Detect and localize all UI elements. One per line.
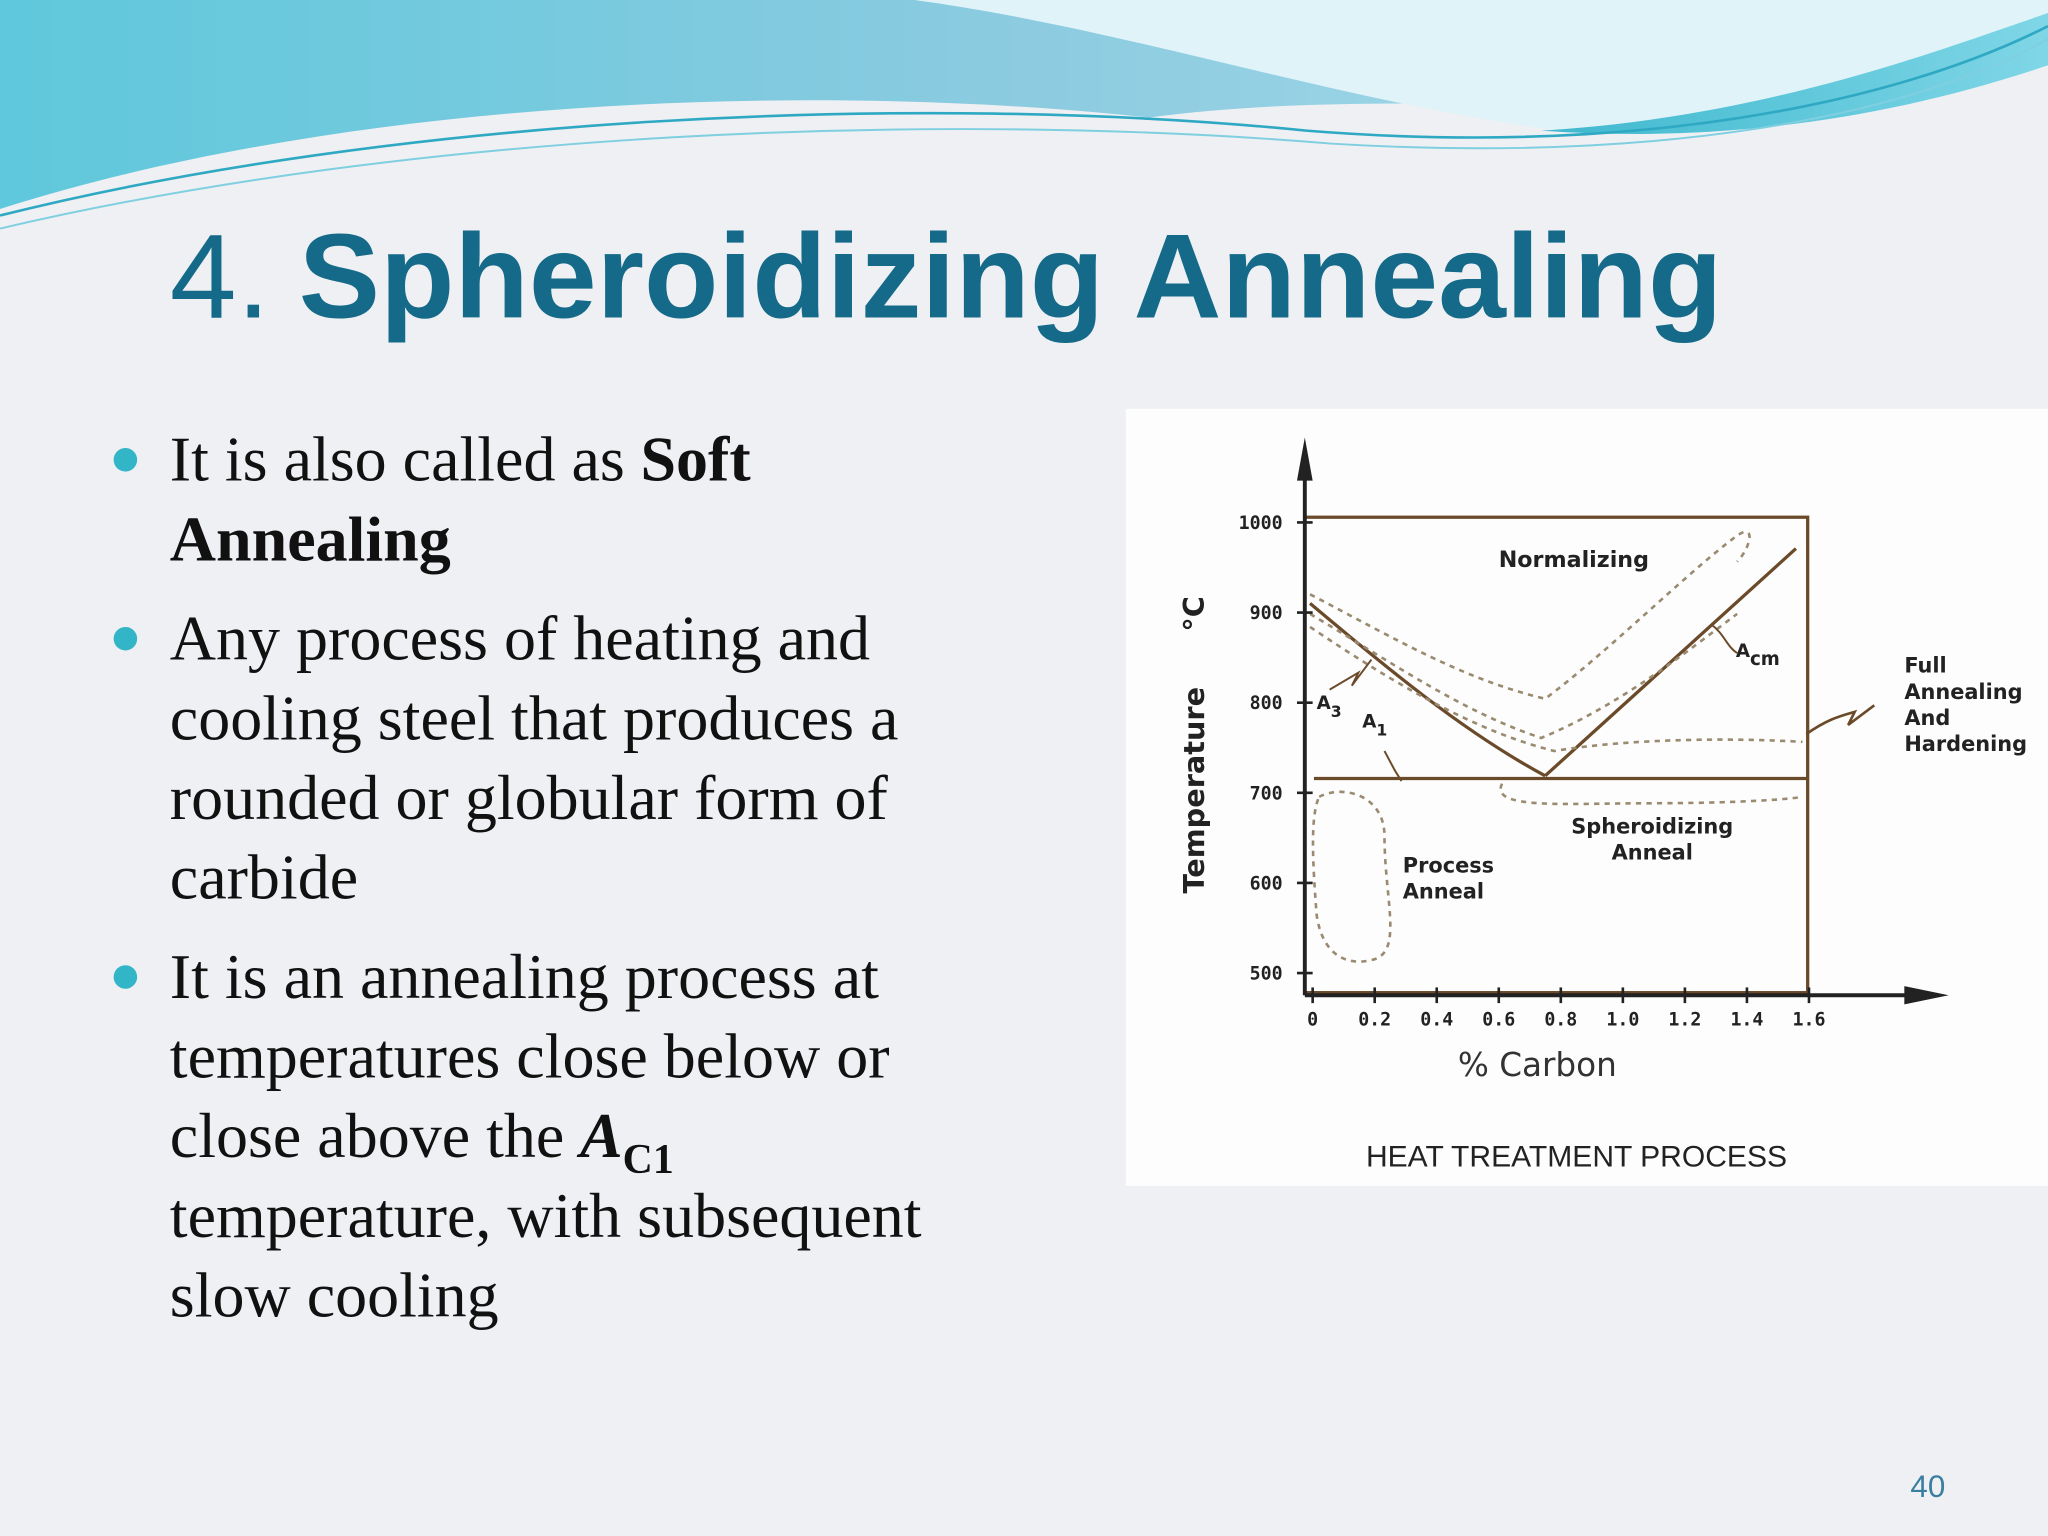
full-annealing-label: Hardening <box>1904 732 2027 756</box>
x-tick-label: 0 <box>1307 1009 1318 1030</box>
text-run: Annealing <box>170 503 451 574</box>
y-tick-label: 800 <box>1250 693 1283 714</box>
text-run: rounded or globular form of <box>170 762 889 833</box>
slide-title: 4. Spheroidizing Annealing <box>170 209 1723 343</box>
x-tick-label: 1.0 <box>1606 1009 1639 1030</box>
x-tick-label: 0.8 <box>1544 1009 1577 1030</box>
page-number: 40 <box>1910 1469 1945 1504</box>
symbol: A <box>1362 712 1377 733</box>
y-tick-label: 600 <box>1250 873 1283 894</box>
bullet-list: It is also called as Soft Annealing Any pro… <box>113 424 922 1331</box>
bullet-line: cooling steel that produces a <box>170 682 899 753</box>
process-anneal-band <box>1311 790 1392 963</box>
bullet-line: slow cooling <box>170 1260 499 1331</box>
y-arrow <box>1296 437 1313 481</box>
bullet-line: temperature, with subsequent <box>170 1180 922 1251</box>
figure-background <box>1125 408 2048 1186</box>
symbol: A <box>1736 641 1751 662</box>
x-tick-label: 1.6 <box>1792 1009 1825 1030</box>
text-run: carbide <box>170 842 358 913</box>
x-arrow <box>1904 986 1949 1005</box>
a3-line <box>1308 602 1546 778</box>
bullet-line: close above the AC1 <box>170 1100 674 1183</box>
spheroidizing-band <box>1499 783 1803 806</box>
x-axis-label: % Carbon <box>1458 1046 1617 1084</box>
bullet-line: It is an annealing process at <box>170 941 879 1012</box>
spheroidizing-label: Spheroidizing <box>1571 814 1733 838</box>
text-run: cooling steel that produces a <box>170 682 899 753</box>
normalizing-band <box>1309 612 1738 740</box>
text-run: C1 <box>623 1137 674 1183</box>
wave-line <box>0 38 2048 230</box>
title-number: 4. <box>170 209 270 343</box>
title-text: Spheroidizing Annealing <box>299 209 1723 343</box>
pointer <box>1383 750 1403 782</box>
process-anneal-label: Anneal <box>1403 880 1484 904</box>
subscript: 1 <box>1376 720 1387 739</box>
y-tick-label: 700 <box>1250 783 1283 804</box>
y-tick-label: 500 <box>1250 964 1283 985</box>
bullet-line: It is also called as Soft <box>170 424 752 495</box>
text-run: temperature, with subsequent <box>170 1180 922 1251</box>
pointer <box>1805 704 1876 736</box>
text-run: Soft <box>640 424 751 495</box>
top-wave-accent <box>1541 13 2048 134</box>
x-tick-label: 1.2 <box>1668 1009 1701 1030</box>
bullet-line: temperatures close below or <box>170 1021 890 1092</box>
x-tick-label: 0.6 <box>1482 1009 1515 1030</box>
x-tick-label: 1.4 <box>1730 1009 1763 1030</box>
figure: Normalizing A3 A1 Acm Full Annealing And… <box>1177 437 2027 1173</box>
text-run: temperatures close below or <box>170 1021 890 1092</box>
y-tick-label: 1000 <box>1239 513 1283 534</box>
acm-line <box>1544 547 1798 778</box>
full-anneal-band <box>1309 625 1803 753</box>
bullet-line: Annealing <box>170 503 451 574</box>
a3-label: A3 <box>1317 693 1342 721</box>
symbol: A <box>1317 693 1332 714</box>
y-axis-unit: °C <box>1177 596 1211 631</box>
acm-label: Acm <box>1736 641 1780 670</box>
wave-line <box>0 24 2048 217</box>
x-tick-label: 0.4 <box>1420 1009 1453 1030</box>
text-run: A <box>576 1100 623 1171</box>
bullet-dot <box>113 965 138 989</box>
text-run: It is an annealing process at <box>170 941 879 1012</box>
text-run: slow cooling <box>170 1260 499 1331</box>
spheroidizing-label: Anneal <box>1612 840 1693 864</box>
bullet-dot <box>113 626 138 651</box>
a1-label: A1 <box>1362 712 1387 740</box>
subscript: cm <box>1750 649 1780 670</box>
x-tick-label: 0.2 <box>1358 1009 1391 1030</box>
y-tick-label: 900 <box>1250 603 1283 624</box>
pointer <box>1329 659 1373 691</box>
subscript: 3 <box>1331 702 1342 721</box>
figure-caption: HEAT TREATMENT PROCESS <box>1366 1140 1787 1173</box>
bullet-dot <box>113 448 138 472</box>
y-axis-label: Temperature <box>1177 687 1211 894</box>
full-annealing-label: And <box>1904 706 1950 730</box>
text-run: close above the <box>170 1100 565 1171</box>
text-run: Any process of heating and <box>170 603 870 674</box>
normalizing-label: Normalizing <box>1499 547 1649 573</box>
text-run: It is also called as <box>170 424 625 495</box>
bullet-line: carbide <box>170 842 358 913</box>
process-anneal-label: Process <box>1403 853 1494 877</box>
bullet-line: Any process of heating and <box>170 603 870 674</box>
pointer <box>1710 623 1738 654</box>
bullet-line: rounded or globular form of <box>170 762 889 833</box>
full-annealing-label: Annealing <box>1904 680 2022 704</box>
full-annealing-label: Full <box>1904 654 1946 678</box>
